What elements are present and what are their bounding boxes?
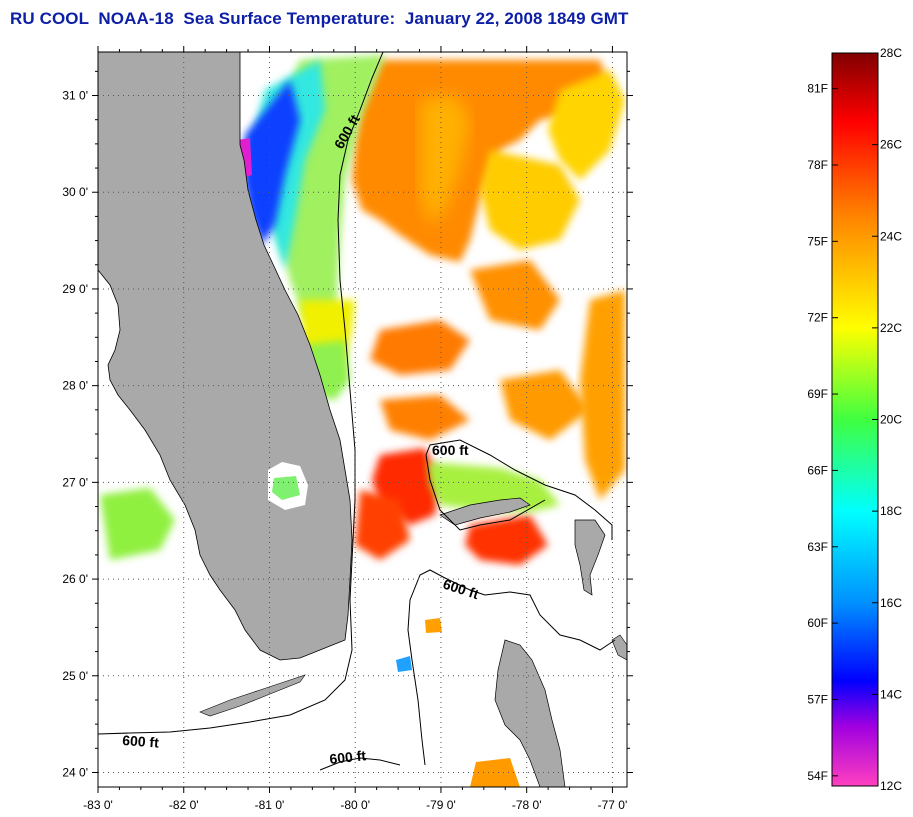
isobath-great-bahama-bank xyxy=(407,569,486,766)
sst-patch-orange-small1 xyxy=(470,758,520,787)
colorbar-celsius-label: 12C xyxy=(880,779,902,793)
isobath-little-bahama-bank xyxy=(425,439,613,540)
lon-tick-label: -83 0' xyxy=(83,798,113,812)
colorbar-celsius-label: 28C xyxy=(880,46,902,60)
lat-tick-label: 24 0' xyxy=(62,765,88,779)
sst-field xyxy=(100,55,625,787)
sst-patch-orange-mid3 xyxy=(500,370,590,440)
lon-tick-label: -77 0' xyxy=(598,798,628,812)
lon-tick-label: -78 0' xyxy=(512,798,542,812)
colorbar-fahrenheit-label: 72F xyxy=(807,311,828,325)
colorbar-fahrenheit-label: 75F xyxy=(807,234,828,248)
colorbar-fahrenheit-label: 60F xyxy=(807,616,828,630)
colorbar-celsius-label: 26C xyxy=(880,138,902,152)
colorbar-celsius-label: 14C xyxy=(880,687,902,701)
colorbar-fahrenheit-label: 78F xyxy=(807,158,828,172)
sst-patch-orange-east xyxy=(580,290,625,500)
lat-tick-label: 29 0' xyxy=(62,282,88,296)
lat-tick-label: 30 0' xyxy=(62,185,88,199)
sst-patch-orange-mid2 xyxy=(470,260,560,330)
sst-patch-yellow-ne xyxy=(548,70,625,180)
colorbar-fahrenheit-label: 81F xyxy=(807,82,828,96)
sst-patch-blue-small xyxy=(396,656,412,672)
sst-patch-magenta-coastal xyxy=(238,138,252,178)
colorbar-celsius-label: 22C xyxy=(880,321,902,335)
sst-patch-orange-north xyxy=(352,60,610,262)
isobath-little-bahama-bank-inner xyxy=(425,454,546,531)
colorbar-fahrenheit-label: 69F xyxy=(807,387,828,401)
colorbar-fahrenheit-label: 54F xyxy=(807,769,828,783)
lat-tick-label: 27 0' xyxy=(62,475,88,489)
colorbar: 28C 26C 24C 22C 20C 18C 16C 14C 12C 81F 78F 75F 72F… xyxy=(807,46,902,793)
lon-tick-label: -79 0' xyxy=(426,798,456,812)
colorbar-fahrenheit-label: 63F xyxy=(807,540,828,554)
grand-bahama-island xyxy=(439,497,531,526)
sst-patch-green-gulf xyxy=(100,488,175,560)
graticule xyxy=(97,52,627,787)
lon-tick-label: -81 0' xyxy=(255,798,285,812)
colorbar-celsius-label: 20C xyxy=(880,413,902,427)
isobath-florida-shelf xyxy=(98,52,384,735)
contour-label: 600 ft xyxy=(432,442,469,458)
lat-tick-label: 28 0' xyxy=(62,379,88,393)
sst-patch-red-bahamas2 xyxy=(465,515,548,565)
contour-label: 600 ft xyxy=(329,747,367,767)
sst-patch-orange-light xyxy=(420,95,470,225)
latitude-axis: 31 0' 30 0' 29 0' 28 0' 27 0' 26 0' 25 0' 24 0' xyxy=(62,70,633,779)
sst-patch-green-bank xyxy=(428,462,560,512)
sst-patch-orange-small2 xyxy=(425,618,442,633)
abaco-island xyxy=(574,519,606,596)
colorbar-celsius-labels: 28C 26C 24C 22C 20C 18C 16C 14C 12C xyxy=(872,46,902,793)
lat-tick-label: 25 0' xyxy=(62,669,88,683)
lat-tick-label: 26 0' xyxy=(62,572,88,586)
andros-island xyxy=(494,639,566,787)
lon-tick-label: -80 0' xyxy=(340,798,370,812)
sst-patch-blue-coastal xyxy=(243,80,300,245)
lon-tick-label: -82 0' xyxy=(169,798,199,812)
contour-label: 600 ft xyxy=(122,732,160,751)
lat-tick-label: 31 0' xyxy=(62,89,88,103)
eleuthera-island xyxy=(611,634,627,661)
colorbar-fahrenheit-label: 57F xyxy=(807,692,828,706)
isobath-south xyxy=(319,757,401,771)
sst-patch-orange-mid1 xyxy=(370,320,470,375)
map-title: RU COOL NOAA-18 Sea Surface Temperature:… xyxy=(10,9,629,28)
colorbar-celsius-label: 16C xyxy=(880,596,902,610)
longitude-axis: -83 0' -82 0' -81 0' -80 0' -79 0' -78 0' -77 … xyxy=(83,46,627,812)
sst-patch-yellow-e xyxy=(480,150,580,250)
sst-patch-red-south xyxy=(355,490,410,560)
florida-keys xyxy=(199,674,306,717)
isobath-contours xyxy=(98,52,616,771)
colorbar-celsius-label: 24C xyxy=(880,229,902,243)
colorbar-fahrenheit-labels: 81F 78F 75F 72F 69F 66F 63F 60F 57F 54F xyxy=(807,82,838,783)
colorbar-ramp xyxy=(831,52,879,787)
colorbar-fahrenheit-label: 66F xyxy=(807,463,828,477)
colorbar-celsius-label: 18C xyxy=(880,504,902,518)
isobath-gb-north xyxy=(484,591,616,651)
map-frame xyxy=(97,51,628,788)
sst-patch-orange-mid4 xyxy=(380,395,470,440)
